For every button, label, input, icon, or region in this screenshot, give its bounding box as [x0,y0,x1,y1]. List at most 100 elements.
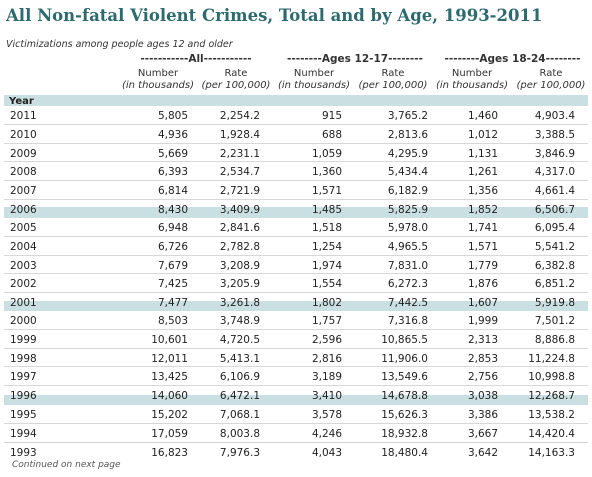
cell-ages-18-24-rate: 13,538.2 [528,409,575,421]
table-row: 1994 17,059 8,003.8 4,246 18,932.8 3,667 14,42… [0,424,592,443]
cell-year: 2008 [10,166,37,179]
cell-year: 1998 [10,352,37,365]
cell-all-number: 13,425 [151,371,188,384]
column-headers: Number (in thousands) Rate (per 100,000) N… [0,68,592,96]
table-row: 2010 4,936 1,928.4 688 2,813.6 1,012 3,388.5 [0,125,592,144]
table-row: 2009 5,669 2,231.1 1,059 4,295.9 1,131 3,846.9 [0,144,592,163]
cell-all-rate: 2,231.1 [219,147,260,160]
cell-ages-18-24-number: 1,571 [467,240,498,253]
cell-ages-18-24-rate: 6,506.7 [534,204,575,216]
cell-ages-12-17-rate: 6,182.9 [387,185,428,198]
cell-all-number: 6,948 [157,222,188,234]
cell-ages-18-24-rate: 4,903.4 [534,110,575,122]
cell-ages-18-24-number: 1,741 [467,222,498,234]
cell-ages-18-24-rate: 12,268.7 [528,390,575,403]
table-row: 1999 10,601 4,720.5 2,596 10,865.5 2,313 8,886… [0,330,592,349]
cell-all-rate: 2,534.7 [219,166,260,179]
cell-year: 1999 [10,333,37,346]
table-row: 2004 6,726 2,782.8 1,254 4,965.5 1,571 5,541.2 [0,237,592,256]
cell-all-number: 14,060 [151,390,188,403]
table-row: 2003 7,679 3,208.9 1,974 7,831.0 1,779 6,382.8 [0,256,592,275]
cell-ages-18-24-rate: 5,541.2 [534,240,575,253]
cell-ages-12-17-number: 3,189 [311,371,342,384]
cell-ages-18-24-number: 3,038 [467,390,498,403]
group-header-ages-18-24: --------Ages 18-24-------- [444,53,581,65]
cell-year: 2000 [10,315,37,327]
cell-ages-18-24-number: 1,852 [467,204,498,216]
cell-ages-18-24-rate: 5,919.8 [534,297,575,310]
cell-all-number: 16,823 [151,446,188,459]
cell-all-rate: 6,106.9 [219,371,260,384]
column-header-18-24-rate: Rate (per 100,000) [516,68,586,91]
cell-ages-12-17-number: 1,059 [311,147,342,160]
row-divider [4,441,588,443]
separator-band [4,207,588,218]
table-row: 2001 7,477 3,261.8 1,802 7,442.5 1,607 5,919.8 [0,293,592,312]
cell-ages-12-17-number: 4,043 [311,446,342,459]
cell-ages-18-24-rate: 4,317.0 [534,166,575,179]
cell-ages-18-24-number: 1,607 [467,297,498,310]
cell-all-rate: 3,409.9 [219,204,260,216]
cell-ages-18-24-number: 1,876 [467,278,498,291]
cell-ages-18-24-rate: 11,224.8 [528,352,575,365]
cell-ages-12-17-number: 1,757 [311,315,342,327]
cell-year: 2001 [10,297,37,310]
cell-ages-12-17-number: 1,518 [311,222,342,234]
column-header-12-17-rate: Rate (per 100,000) [358,68,428,91]
cell-ages-12-17-number: 3,578 [311,409,342,421]
column-header-12-17-number: Number (in thousands) [277,68,351,91]
page-title: All Non-fatal Violent Crimes, Total and … [6,6,543,25]
cell-ages-12-17-number: 1,360 [311,166,342,179]
cell-all-rate: 3,748.9 [219,315,260,327]
row-divider [4,385,588,387]
cell-year: 2011 [10,110,37,122]
cell-year: 2004 [10,240,37,253]
year-column-label: Year [9,96,34,107]
cell-ages-18-24-number: 3,386 [467,409,498,421]
cell-ages-18-24-number: 2,313 [467,333,498,346]
footnote: Continued on next page [12,460,121,470]
cell-all-number: 5,805 [157,110,188,122]
cell-ages-18-24-number: 3,667 [467,427,498,440]
cell-all-rate: 7,976.3 [219,446,260,459]
row-divider [4,366,588,368]
cell-ages-18-24-rate: 3,388.5 [534,128,575,141]
cell-all-number: 5,669 [157,147,188,160]
cell-year: 1995 [10,409,37,421]
cell-all-rate: 4,720.5 [219,333,260,346]
cell-ages-12-17-rate: 6,272.3 [387,278,428,291]
cell-ages-18-24-rate: 6,095.4 [534,222,575,234]
cell-ages-18-24-rate: 14,420.4 [528,427,575,440]
cell-ages-12-17-rate: 3,765.2 [387,110,428,122]
cell-all-rate: 8,003.8 [219,427,260,440]
cell-ages-18-24-rate: 4,661.4 [534,185,575,198]
row-divider [4,422,588,424]
cell-all-number: 6,393 [157,166,188,179]
row-divider [4,142,588,144]
cell-year: 2005 [10,222,37,234]
cell-ages-12-17-rate: 4,965.5 [387,240,428,253]
cell-all-rate: 2,841.6 [219,222,260,234]
row-divider [4,161,588,163]
group-header-ages-12-17: --------Ages 12-17-------- [287,53,423,65]
cell-all-number: 7,425 [157,278,188,291]
row-divider [4,235,588,237]
cell-all-rate: 3,208.9 [219,259,260,272]
row-divider [4,273,588,275]
cell-all-rate: 3,261.8 [219,297,260,310]
row-divider [4,198,588,200]
cell-ages-12-17-number: 3,410 [311,390,342,403]
cell-ages-12-17-rate: 7,442.5 [387,297,428,310]
cell-ages-12-17-number: 1,802 [311,297,342,310]
cell-ages-18-24-number: 1,460 [467,110,498,122]
cell-year: 2006 [10,204,37,216]
table-row: 1993 16,823 7,976.3 4,043 18,480.4 3,642 14,16… [0,443,592,462]
row-divider [4,254,588,256]
table-row: 1997 13,425 6,106.9 3,189 13,549.6 2,756 10,99… [0,367,592,387]
cell-ages-18-24-number: 1,261 [467,166,498,179]
cell-ages-18-24-number: 3,642 [467,446,498,459]
cell-year: 2003 [10,259,37,272]
cell-year: 1997 [10,371,37,384]
table-row: 2011 5,805 2,254.2 915 3,765.2 1,460 4,903.4 [0,106,592,125]
cell-ages-12-17-number: 1,974 [311,259,342,272]
